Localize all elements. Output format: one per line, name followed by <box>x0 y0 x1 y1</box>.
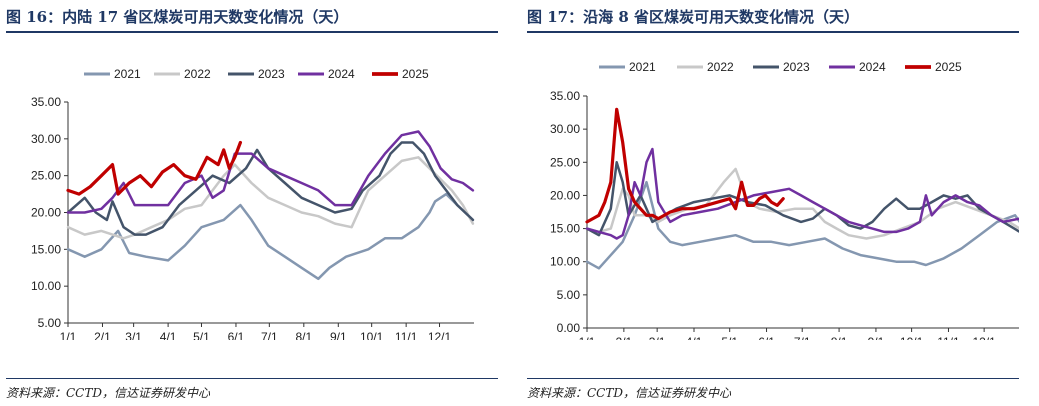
x-tick-label: 5/1 <box>193 330 210 340</box>
legend-label-2023: 2023 <box>258 67 285 81</box>
y-tick-label: 15.00 <box>31 242 61 256</box>
legend-label-2022: 2022 <box>707 60 734 74</box>
footer-divider <box>527 378 1019 379</box>
x-tick-label: 12/1 <box>428 330 452 340</box>
x-tick-label: 8/1 <box>295 330 312 340</box>
x-tick-label: 11/1 <box>395 330 418 340</box>
legend-label-2023: 2023 <box>783 60 810 74</box>
x-tick-label: 3/1 <box>649 335 666 340</box>
legend-label-2024: 2024 <box>328 67 355 81</box>
x-tick-label: 1/1 <box>60 330 77 340</box>
series-line-2025 <box>66 140 242 196</box>
x-tick-label: 9/1 <box>868 335 885 340</box>
legend-label-2022: 2022 <box>184 67 211 81</box>
x-tick-label: 11/1 <box>937 335 960 340</box>
chart-inland-17-provinces: 5.00 10.00 15.00 20.00 25.00 30.00 35.00 1/1 2/1… <box>31 67 475 340</box>
x-tick-label: 9/1 <box>330 330 347 340</box>
chart-title: 图 16：内陆 17 省区煤炭可用天数变化情况（天） <box>6 8 349 26</box>
legend-label-2024: 2024 <box>859 60 886 74</box>
x-tick-label: 4/1 <box>686 335 703 340</box>
x-tick-label: 6/1 <box>758 335 775 340</box>
footer-divider <box>6 378 498 379</box>
y-tick-label: 0.00 <box>557 321 581 335</box>
y-tick-label: 10.00 <box>550 255 580 269</box>
x-tick-label: 2/1 <box>94 330 111 340</box>
y-tick-label: 30.00 <box>550 122 580 136</box>
series-line-2023 <box>66 141 475 236</box>
title-divider <box>6 31 498 33</box>
series-line-2024 <box>66 130 475 214</box>
x-tick-label: 10/1 <box>360 330 384 340</box>
y-tick-label: 20.00 <box>31 206 61 220</box>
x-tick-label: 7/1 <box>261 330 278 340</box>
source-note: 资料来源：CCTD，信达证券研发中心 <box>6 386 210 400</box>
x-tick-label: 8/1 <box>831 335 848 340</box>
legend-label-2025: 2025 <box>402 67 429 81</box>
y-tick-label: 25.00 <box>550 155 580 169</box>
y-tick-label: 35.00 <box>31 95 61 109</box>
x-tick-label: 4/1 <box>160 330 177 340</box>
legend-label-2021: 2021 <box>114 67 141 81</box>
y-tick-label: 30.00 <box>31 132 61 146</box>
legend-label-2025: 2025 <box>935 60 962 74</box>
x-tick-label: 7/1 <box>794 335 811 340</box>
title-divider <box>527 31 1019 33</box>
x-tick-label: 12/1 <box>972 335 996 340</box>
y-tick-label: 10.00 <box>31 279 61 293</box>
y-tick-label: 35.00 <box>550 89 580 103</box>
series-line-2025 <box>585 107 785 224</box>
y-tick-label: 5.00 <box>38 316 62 330</box>
y-tick-label: 20.00 <box>550 188 580 202</box>
legend-label-2021: 2021 <box>629 60 656 74</box>
series-line-2022 <box>66 156 475 240</box>
y-tick-label: 5.00 <box>557 288 581 302</box>
chart-title: 图 17：沿海 8 省区煤炭可用天数变化情况（天） <box>527 8 859 26</box>
x-tick-label: 2/1 <box>616 335 633 340</box>
source-note: 资料来源：CCTD，信达证券研发中心 <box>527 386 731 400</box>
x-tick-label: 5/1 <box>721 335 738 340</box>
chart-panel-coastal: 图 17：沿海 8 省区煤炭可用天数变化情况（天） 0.00 5.00 10.00 1… <box>527 0 1027 406</box>
x-tick-label: 3/1 <box>125 330 142 340</box>
series-line-2024 <box>585 147 1019 240</box>
series-line-2021 <box>585 180 1019 270</box>
chart-coastal-8-provinces: 0.00 5.00 10.00 15.00 20.00 25.00 30.00 35.00 1/… <box>550 60 1019 340</box>
y-tick-label: 25.00 <box>31 169 61 183</box>
y-tick-label: 15.00 <box>550 222 580 236</box>
series-line-2021 <box>66 192 475 281</box>
chart-panel-inland: 图 16：内陆 17 省区煤炭可用天数变化情况（天） 5.00 10.00 15.0… <box>6 0 506 406</box>
x-tick-label: 10/1 <box>900 335 924 340</box>
x-tick-label: 6/1 <box>228 330 245 340</box>
x-tick-label: 1/1 <box>579 335 596 340</box>
